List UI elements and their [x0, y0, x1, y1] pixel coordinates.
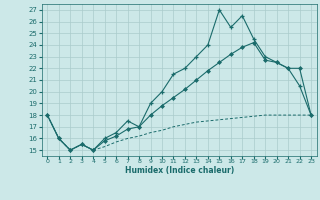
- X-axis label: Humidex (Indice chaleur): Humidex (Indice chaleur): [124, 166, 234, 175]
